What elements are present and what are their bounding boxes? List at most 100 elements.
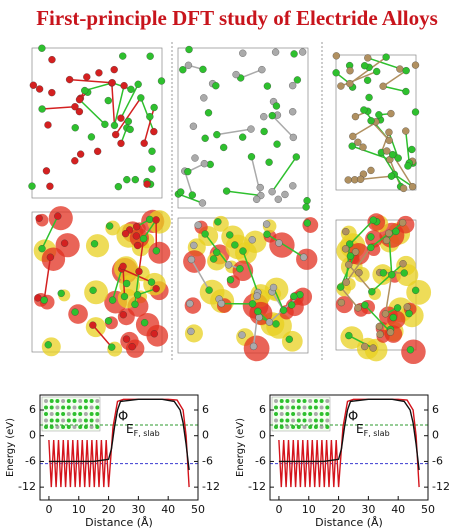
atom	[256, 183, 264, 192]
atom	[143, 180, 151, 188]
atom	[200, 160, 209, 168]
atom	[123, 279, 131, 288]
atom	[71, 103, 79, 111]
atom	[108, 79, 116, 87]
atom	[393, 304, 402, 312]
bond	[134, 271, 140, 305]
phi-label: Φ	[348, 410, 358, 425]
bond	[226, 190, 261, 197]
inset-atom	[279, 425, 284, 429]
inset-atom	[296, 412, 301, 416]
inset-atom	[49, 399, 54, 403]
bond	[405, 130, 410, 164]
atom	[110, 65, 118, 74]
cell-box	[335, 54, 417, 191]
atom	[268, 111, 276, 120]
atom	[123, 176, 131, 184]
x-axis-label: Distance (Å)	[315, 516, 383, 529]
series-line	[48, 398, 190, 471]
inset-atom	[55, 399, 60, 403]
atom	[265, 158, 273, 166]
atom	[157, 77, 166, 85]
inset-atom	[285, 412, 290, 416]
atom	[408, 182, 417, 191]
atom	[348, 142, 356, 150]
bond	[41, 215, 59, 250]
atom	[212, 82, 220, 90]
atom	[249, 342, 258, 351]
cell-box	[177, 47, 309, 209]
atom	[209, 255, 218, 263]
atom	[272, 102, 281, 110]
inset-atom	[61, 405, 66, 410]
inset-atom	[55, 425, 60, 429]
atom	[382, 53, 390, 61]
y-tick-label: -6	[25, 454, 36, 467]
atom	[337, 283, 345, 291]
atom	[239, 49, 247, 57]
inset-atom	[89, 399, 94, 403]
atom	[132, 223, 141, 231]
atom	[187, 255, 196, 264]
inset-atom	[72, 412, 77, 416]
atom	[285, 335, 293, 343]
atom	[385, 128, 393, 136]
inset-atom	[291, 425, 296, 429]
inset-atom	[66, 425, 71, 429]
x-tick-label: 20	[332, 503, 346, 516]
atom	[191, 154, 199, 162]
atom	[48, 88, 56, 97]
atom	[35, 85, 44, 93]
y-tick-label: 6	[259, 403, 266, 416]
atom	[332, 52, 340, 60]
inset-atom	[308, 405, 313, 410]
bond	[348, 264, 373, 293]
atom	[148, 165, 156, 173]
bond	[371, 263, 404, 293]
atom	[258, 66, 266, 74]
bond	[120, 83, 139, 119]
atom	[108, 296, 117, 304]
y-tick-label: 0	[29, 429, 36, 442]
atom	[48, 56, 56, 64]
atom	[346, 79, 354, 88]
inset-atom	[89, 412, 94, 416]
inset-atom	[95, 399, 100, 403]
inset-atom	[313, 399, 318, 403]
atom	[179, 66, 187, 74]
ef-label: EF, slab	[356, 422, 390, 439]
atom	[185, 45, 193, 54]
y-tick-label: 0	[259, 429, 266, 442]
bond	[43, 257, 52, 301]
ef-label-sub: F, slab	[364, 429, 390, 438]
atom	[273, 140, 281, 148]
inset-atom	[319, 418, 324, 423]
atom	[224, 261, 233, 269]
atom	[77, 150, 85, 158]
atom	[274, 195, 282, 203]
bond	[380, 152, 405, 189]
inset-atom	[72, 405, 77, 410]
atom	[367, 166, 375, 175]
atom	[361, 301, 369, 309]
atom	[253, 195, 261, 203]
atom	[38, 44, 46, 52]
atom	[411, 108, 420, 116]
inset-atom	[44, 412, 48, 416]
x-tick-label: 40	[391, 503, 405, 516]
atom	[351, 112, 360, 121]
atom	[290, 292, 298, 300]
atom	[394, 154, 402, 162]
atom	[248, 300, 257, 308]
bond	[143, 107, 155, 144]
atom	[368, 288, 376, 296]
atom	[354, 138, 362, 146]
y2-tick-label: 0	[432, 429, 439, 442]
atom	[200, 94, 208, 102]
x-tick-label: 20	[102, 503, 116, 516]
atom	[117, 114, 125, 122]
inset-atom	[279, 418, 284, 423]
atom	[260, 113, 268, 121]
x-tick-label: 0	[45, 503, 52, 516]
inset-atom	[325, 405, 330, 410]
